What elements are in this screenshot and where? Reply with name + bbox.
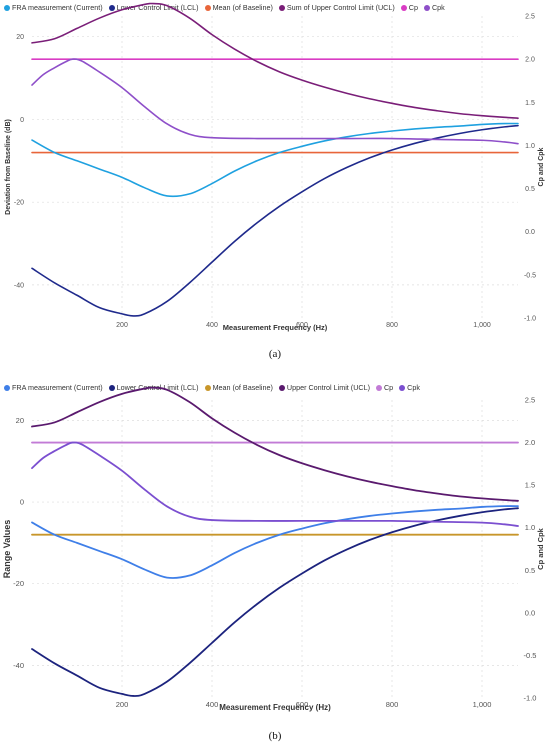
y-tick-label: -40 <box>14 282 24 289</box>
legend-marker <box>278 4 285 11</box>
caption: (b) <box>268 730 282 742</box>
chart-panel-a: FRA measurement (Current) Lower Control L… <box>0 0 550 370</box>
x-tick-label: 400 <box>206 322 218 329</box>
legend-marker <box>278 384 285 391</box>
legend-label: FRA measurement (Current) <box>12 383 103 392</box>
caption: (a) <box>268 348 282 360</box>
x-tick-label: 200 <box>116 322 128 329</box>
y-axis-title: Deviation from Baseline (dB) <box>5 119 12 215</box>
legend-label: Sum of Upper Control Limit (UCL) <box>286 3 395 12</box>
series-line <box>31 2 519 119</box>
legend-item[interactable]: Upper Control Limit (UCL) <box>278 383 370 392</box>
x-tick-label: 600 <box>296 322 308 329</box>
x-tick-label: 800 <box>386 322 398 329</box>
x-tick-label: 200 <box>116 700 129 709</box>
x-tick-label: 600 <box>296 700 309 709</box>
legend-item[interactable]: Cpk <box>399 383 420 392</box>
x-axis-title: Measurement Frequency (Hz) <box>223 323 328 332</box>
legend-label: Cpk <box>407 383 420 392</box>
y2-tick-label: 0.5 <box>525 186 535 193</box>
x-tick-label: 400 <box>206 700 219 709</box>
y-tick-label: 0 <box>20 117 24 124</box>
y2-tick-label: 2.0 <box>525 438 535 447</box>
y2-tick-label: -0.5 <box>524 272 536 279</box>
series-line <box>31 505 519 579</box>
series-line <box>31 386 519 502</box>
y2-tick-label: -1.0 <box>524 316 536 323</box>
y-tick-label: -40 <box>13 661 24 670</box>
legend-label: Mean (of Baseline) <box>212 383 273 392</box>
gridlines <box>32 16 518 318</box>
x-tick-label: 1,000 <box>473 322 491 329</box>
legend-marker <box>204 384 211 391</box>
series-line <box>31 122 519 198</box>
y2-tick-label: 1.5 <box>525 481 535 490</box>
y-tick-label: 0 <box>20 498 24 507</box>
legend-marker <box>4 4 10 11</box>
series-line <box>31 58 519 145</box>
legend-marker <box>375 384 382 391</box>
series-line <box>31 441 519 527</box>
x-tick-label: 1,000 <box>473 700 492 709</box>
legend-marker <box>108 384 115 391</box>
legend-item[interactable]: Mean (of Baseline) <box>204 3 273 12</box>
y2-tick-label: -0.5 <box>524 651 537 660</box>
y2-tick-label: 1.0 <box>525 523 535 532</box>
legend-item[interactable]: Cp <box>400 3 418 12</box>
legend-label: Cpk <box>431 3 445 12</box>
legend-marker <box>204 4 211 11</box>
y2-tick-label: -1.0 <box>524 694 537 703</box>
y-tick-label: 20 <box>16 34 24 41</box>
y-tick-label: -20 <box>14 200 24 207</box>
legend-marker <box>423 4 430 11</box>
series-group <box>31 386 519 697</box>
legend-label: FRA measurement (Current) <box>12 3 103 12</box>
y-tick-label: 20 <box>16 416 24 425</box>
legend-marker <box>400 4 407 11</box>
legend-label: Lower Control Limit (LCL) <box>116 3 199 12</box>
legend-marker <box>108 4 115 11</box>
y2-tick-label: 1.0 <box>525 143 535 150</box>
y2-axis-title: Cp and Cpk <box>538 147 545 186</box>
x-axis-title: Measurement Frequency (Hz) <box>219 703 331 712</box>
legend: FRA measurement (Current) Lower Control L… <box>4 3 546 12</box>
y-tick-label: -20 <box>13 579 24 588</box>
y2-tick-label: 2.5 <box>525 14 535 21</box>
series-line <box>31 124 519 317</box>
legend-item[interactable]: Cp <box>375 383 394 392</box>
legend-label: Cp <box>408 3 418 12</box>
y2-tick-label: 0.5 <box>525 566 535 575</box>
y2-tick-label: 1.5 <box>525 100 535 107</box>
legend-label: Upper Control Limit (UCL) <box>286 383 370 392</box>
chart-svg: 200 400 600 800 1,000200-20-402.52.01.51.00.… <box>5 2 545 332</box>
chart-svg: 200 400 600 800 1,000200-20-402.52.01.51.00.… <box>2 386 545 712</box>
legend-item[interactable]: Sum of Upper Control Limit (UCL) <box>278 3 395 12</box>
series-line <box>31 507 519 697</box>
y2-tick-label: 2.5 <box>525 396 535 405</box>
gridlines <box>32 400 518 698</box>
legend-item[interactable]: Lower Control Limit (LCL) <box>108 3 199 12</box>
x-tick-label: 800 <box>386 700 399 709</box>
y2-tick-label: 2.0 <box>525 57 535 64</box>
legend-label: Mean (of Baseline) <box>212 3 273 12</box>
y2-axis-title: Cp and Cpk <box>536 527 545 569</box>
legend-item[interactable]: FRA measurement (Current) <box>4 3 103 12</box>
series-group <box>31 2 519 317</box>
y2-tick-label: 0.0 <box>525 229 535 236</box>
legend-label: Cp <box>383 383 394 392</box>
y-axis-title: Range Values <box>2 520 12 579</box>
legend-item[interactable]: Cpk <box>423 3 445 12</box>
legend-item[interactable]: FRA measurement (Current) <box>4 383 103 392</box>
legend-item[interactable]: Mean (of Baseline) <box>204 383 273 392</box>
chart-panel-b: FRA measurement (Current) Lower Control L… <box>0 380 550 753</box>
legend-marker <box>399 384 406 391</box>
y2-tick-label: 0.0 <box>525 608 535 617</box>
legend-marker <box>4 384 10 391</box>
